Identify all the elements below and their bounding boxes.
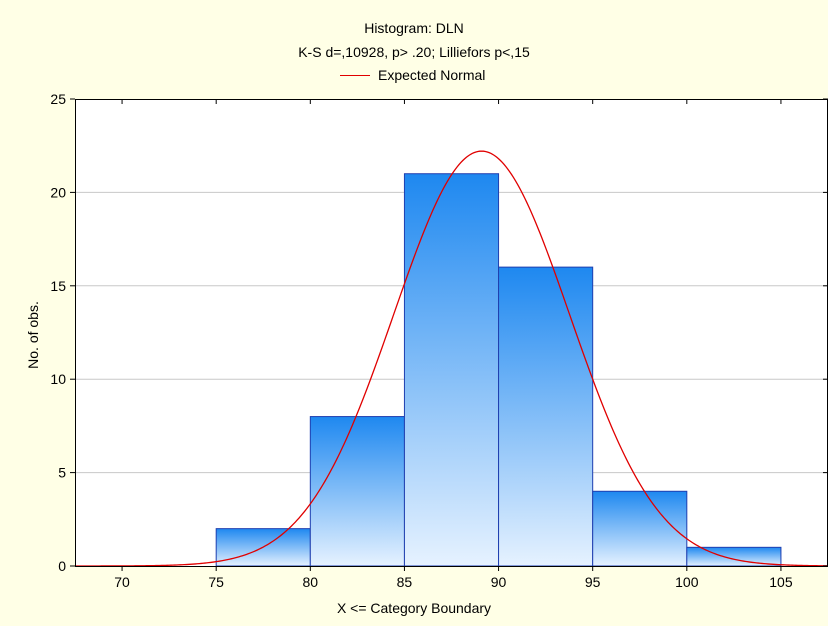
histogram-bar (309, 416, 405, 567)
legend: Expected Normal (340, 67, 485, 83)
legend-label: Expected Normal (378, 67, 486, 83)
y-tick-label: 10 (50, 371, 66, 387)
histogram-bar (403, 173, 500, 567)
x-tick-label: 105 (769, 574, 793, 590)
x-tick-label: 70 (114, 574, 130, 590)
y-tick-label: 5 (58, 465, 66, 481)
x-tick-label: 90 (491, 574, 507, 590)
histogram-bar (592, 490, 688, 567)
y-axis-label: No. of obs. (25, 301, 41, 369)
expected-normal-curve (75, 150, 828, 567)
y-tick-label: 0 (58, 558, 66, 574)
x-tick-label: 80 (303, 574, 319, 590)
chart-subtitle: K-S d=,10928, p> .20; Lilliefors p<,15 (298, 44, 530, 60)
chart-title: Histogram: DLN (364, 20, 464, 36)
x-tick-label: 95 (585, 574, 601, 590)
x-axis-label: X <= Category Boundary (336, 600, 492, 616)
y-tick-label: 15 (50, 278, 66, 294)
legend-swatch (340, 74, 370, 76)
y-tick-label: 25 (50, 91, 66, 107)
ticks: 70 75 80 85 90 95 100 105 0 5 10 15 20 25 (50, 91, 828, 590)
y-tick-label: 20 (50, 184, 66, 200)
x-tick-label: 75 (208, 574, 224, 590)
x-tick-label: 85 (397, 574, 413, 590)
x-tick-label: 100 (675, 574, 699, 590)
histogram-bar (498, 266, 594, 567)
